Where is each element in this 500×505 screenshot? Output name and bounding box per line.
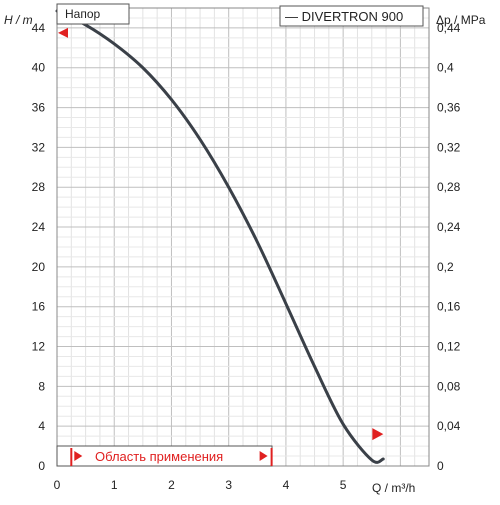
x-tick-label: 3 — [225, 478, 232, 492]
y-tick-label-right: 0,32 — [437, 140, 461, 154]
y-tick-label-right: 0,28 — [437, 180, 461, 194]
y-tick-label-right: 0,24 — [437, 220, 461, 234]
range-start-arrow — [74, 451, 83, 461]
tick-labels: 0 1 2 3 4 504812162024283236404400,040,080,12… — [32, 21, 461, 492]
series-layer — [55, 9, 385, 464]
title-box — [56, 3, 130, 25]
marker-max-flow — [372, 428, 384, 441]
x-tick-label: 1 — [111, 478, 118, 492]
y-tick-label-left: 20 — [32, 260, 46, 274]
y-tick-label-left: 16 — [32, 300, 46, 314]
y-tick-label-left: 4 — [38, 419, 45, 433]
y-tick-label-right: 0,12 — [437, 340, 461, 354]
x-tick-label: 0 — [54, 478, 61, 492]
legend-entry: — DIVERTRON 900 — [285, 9, 403, 24]
chart-title: Напор — [65, 7, 101, 21]
y-tick-label-left: 32 — [32, 140, 46, 154]
y-tick-label-right: 0,08 — [437, 379, 461, 393]
y-tick-label-right: 0,2 — [437, 260, 454, 274]
grid — [56, 7, 430, 467]
y-tick-label-left: 40 — [32, 61, 46, 75]
y-tick-label-right: 0,04 — [437, 419, 461, 433]
y-tick-label-right: 0,16 — [437, 300, 461, 314]
legend-box — [279, 5, 424, 27]
series-line-divertron-900 — [55, 9, 385, 464]
range-end-arrow — [259, 451, 268, 461]
y-tick-label-left: 0 — [38, 459, 45, 473]
x-tick-label: 2 — [168, 478, 175, 492]
y-tick-label-right: 0,44 — [437, 21, 461, 35]
y-tick-label-right: 0,36 — [437, 101, 461, 115]
y-axis-right-title: Δp / MPa — [436, 13, 486, 27]
x-tick-label: 5 — [340, 478, 347, 492]
x-axis-title: Q / m³/h — [372, 481, 415, 495]
x-tick-label: 4 — [283, 478, 290, 492]
y-tick-label-left: 44 — [32, 21, 46, 35]
y-tick-label-left: 12 — [32, 340, 46, 354]
y-tick-label-left: 8 — [38, 379, 45, 393]
y-tick-label-left: 28 — [32, 180, 46, 194]
marker-shutoff-head — [58, 27, 68, 38]
y-axis-left-title: H / m — [4, 13, 33, 27]
y-tick-label-left: 36 — [32, 101, 46, 115]
y-tick-label-left: 24 — [32, 220, 46, 234]
range-label: Область применения — [95, 449, 223, 464]
y-tick-label-right: 0,4 — [437, 61, 454, 75]
marker-layer — [58, 27, 384, 441]
y-tick-label-right: 0 — [437, 459, 444, 473]
operating-range: Область применения — [56, 445, 273, 467]
